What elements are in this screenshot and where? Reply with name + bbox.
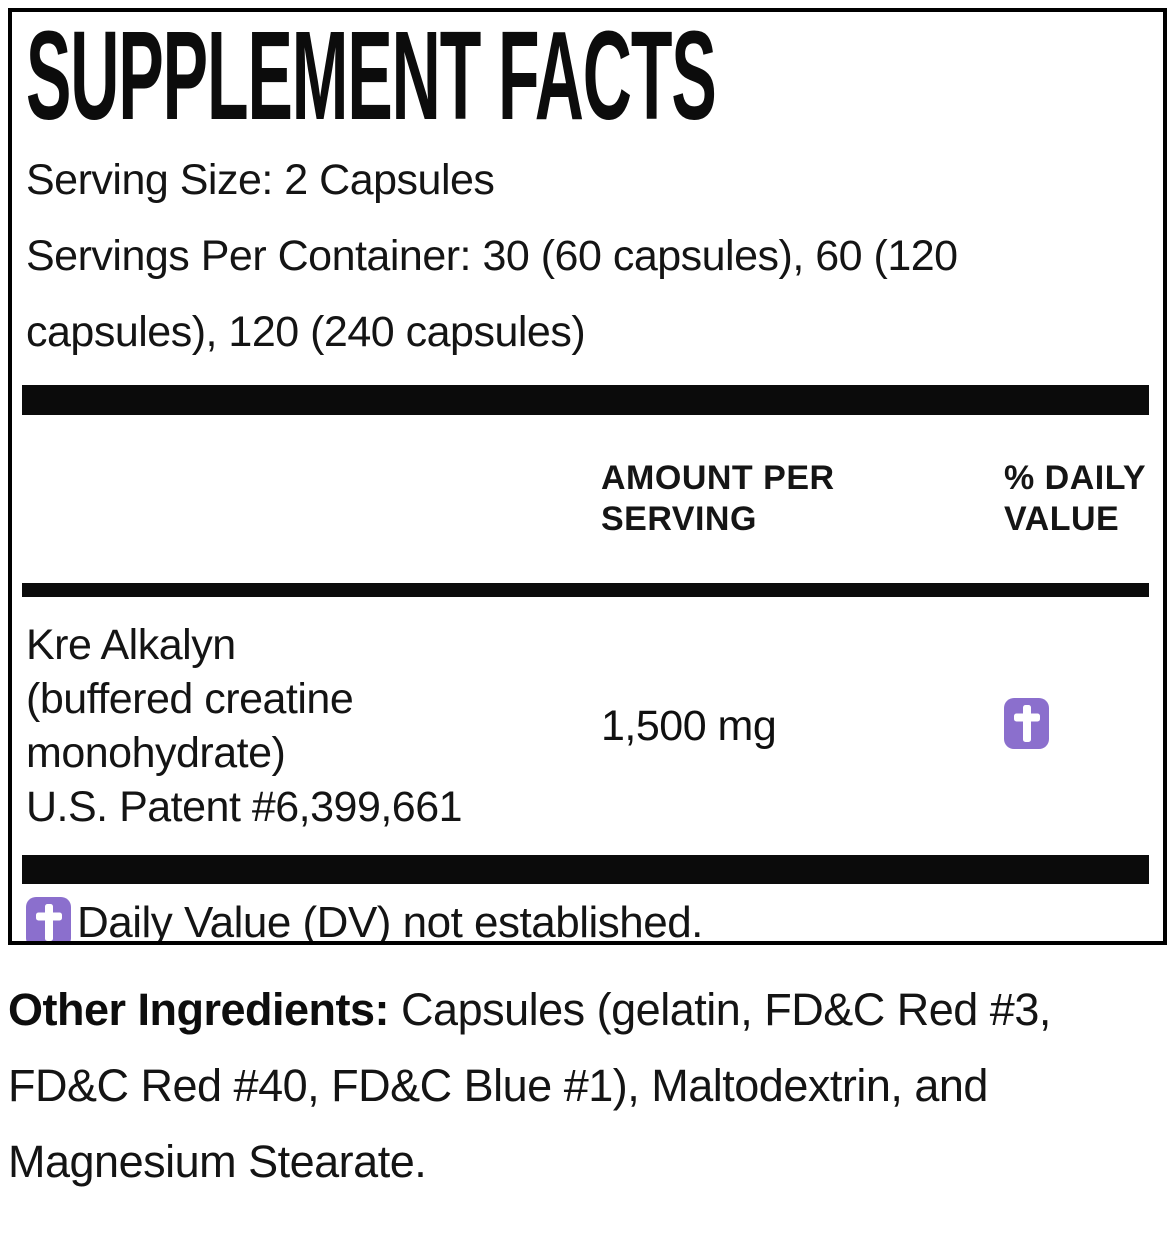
separator-bar-top [22, 385, 1149, 415]
other-ingredients-label: Other Ingredients: [8, 984, 390, 1035]
dagger-cross-glyph [36, 904, 62, 941]
separator-bar-header [22, 583, 1149, 597]
panel-title-wrap: SUPPLEMENT FACTS [26, 13, 1148, 139]
footnote: Daily Value (DV) not established. [26, 897, 1148, 945]
serving-info: Serving Size: 2 Capsules Servings Per Co… [26, 142, 1148, 370]
other-ingredients-text: Capsules (gelatin, FD&C Red #3, FD&C Red… [8, 984, 1051, 1187]
dagger-icon [26, 897, 71, 941]
nutrient-daily-value [1004, 698, 1148, 754]
panel-title: SUPPLEMENT FACTS [26, 8, 717, 146]
servings-per-container: Servings Per Container: 30 (60 capsules)… [26, 232, 958, 356]
column-header-row: AMOUNT PER SERVING % DAILY VALUE [26, 415, 1148, 583]
footnote-text: Daily Value (DV) not established. [77, 897, 703, 945]
header-percent-daily-value: % DAILY VALUE [1004, 458, 1146, 538]
table-row: Kre Alkalyn (buffered creatine monohydra… [26, 597, 1148, 855]
dagger-icon [1004, 698, 1049, 749]
supplement-facts-panel: SUPPLEMENT FACTS Serving Size: 2 Capsule… [8, 8, 1167, 945]
dagger-cross-glyph [1014, 705, 1040, 742]
header-amount-per-serving: AMOUNT PER SERVING [601, 458, 835, 538]
separator-bar-bottom [22, 855, 1149, 884]
other-ingredients: Other Ingredients: Capsules (gelatin, FD… [8, 972, 1165, 1200]
serving-size: Serving Size: 2 Capsules [26, 156, 495, 204]
nutrient-name: Kre Alkalyn (buffered creatine monohydra… [26, 621, 463, 831]
nutrient-amount: 1,500 mg [601, 701, 777, 750]
